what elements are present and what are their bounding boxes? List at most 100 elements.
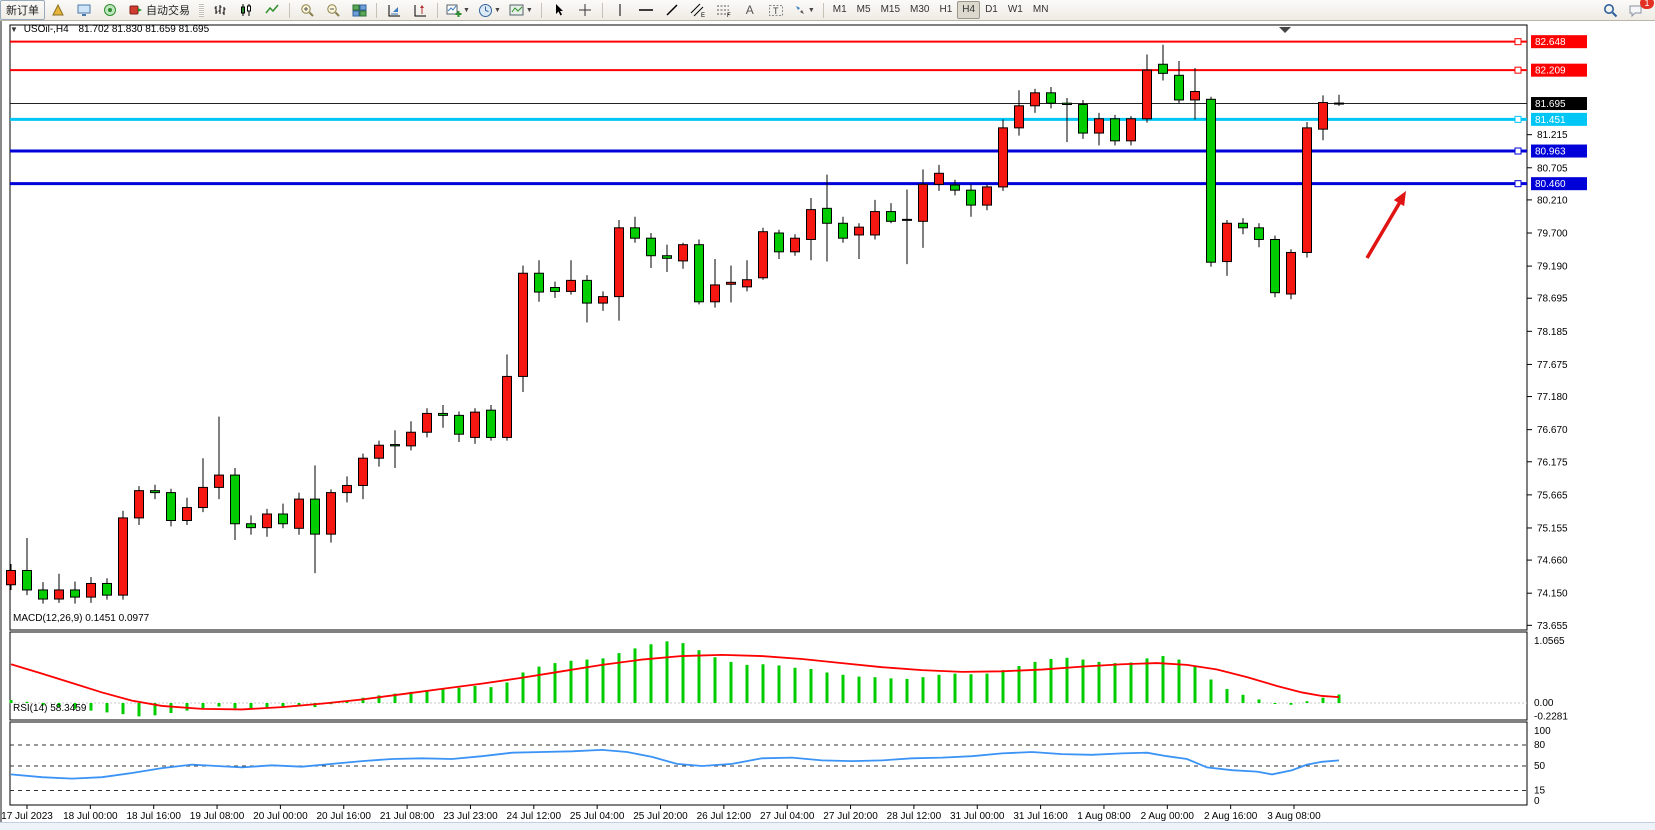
auto-scroll-icon[interactable] bbox=[381, 0, 407, 20]
time-label: 26 Jul 12:00 bbox=[697, 811, 752, 822]
macd-hist-bar bbox=[1321, 697, 1325, 703]
timeframe-button-M1[interactable]: M1 bbox=[832, 4, 847, 15]
price-tick-label: 75.665 bbox=[1537, 490, 1568, 501]
ohlc-values-label: 81.702 81.830 81.659 81.695 bbox=[78, 24, 210, 35]
level-handle-81.451[interactable] bbox=[1514, 115, 1522, 123]
timeframe-button-M15[interactable]: M15 bbox=[880, 4, 901, 15]
candle-body bbox=[678, 244, 688, 262]
candle-body bbox=[742, 279, 752, 288]
cursor-icon[interactable] bbox=[546, 0, 572, 20]
candlestick-chart-icon[interactable] bbox=[233, 0, 259, 20]
timeframe-button-H4[interactable]: H4 bbox=[957, 1, 981, 19]
fibonacci-tool-icon[interactable]: F bbox=[711, 0, 737, 20]
macd-hist-bar bbox=[537, 666, 541, 703]
candle-body bbox=[150, 490, 160, 494]
price-chart-canvas[interactable]: 81.215 80.705 80.210 79.700 79.190 78.695 78.1… bbox=[1, 21, 1655, 822]
level-handle-82.209[interactable] bbox=[1514, 66, 1522, 74]
candle-body bbox=[1238, 222, 1248, 229]
candle-body bbox=[1094, 118, 1104, 134]
notification-count-badge: 1 bbox=[1640, 0, 1654, 9]
trendline-tool-icon[interactable] bbox=[659, 0, 685, 20]
timeframe-button-W1[interactable]: W1 bbox=[1007, 4, 1023, 15]
macd-scale-label: 0.00 bbox=[1534, 698, 1554, 709]
notifications-chat-icon[interactable]: 1 bbox=[1623, 0, 1654, 20]
macd-hist-bar bbox=[985, 673, 989, 703]
time-label: 31 Jul 00:00 bbox=[950, 811, 1005, 822]
rsi-scale-label: 15 bbox=[1534, 786, 1546, 797]
price-level-label-bg bbox=[1531, 35, 1587, 49]
price-tick-label: 74.150 bbox=[1537, 589, 1568, 600]
candle-body bbox=[806, 209, 816, 240]
price-level-label: 80.460 bbox=[1535, 179, 1566, 190]
macd-hist-bar bbox=[857, 676, 861, 703]
macd-hist-bar bbox=[521, 672, 525, 703]
time-axis[interactable]: 17 Jul 2023 18 Jul 00:00 18 Jul 16:00 19 Ju… bbox=[1, 805, 1321, 822]
tile-windows-icon[interactable] bbox=[346, 0, 372, 20]
macd-hist-bar bbox=[25, 701, 29, 703]
macd-hist-bar bbox=[393, 693, 397, 703]
price-level-label-bg bbox=[1531, 177, 1587, 191]
zoom-in-icon[interactable] bbox=[294, 0, 320, 20]
crosshair-icon[interactable] bbox=[572, 0, 598, 20]
macd-hist-bar bbox=[1289, 703, 1293, 705]
symbol-dropdown-icon[interactable]: ▼ bbox=[10, 25, 18, 34]
chart-shift-marker-icon[interactable] bbox=[1279, 27, 1291, 33]
timeframe-button-M5[interactable]: M5 bbox=[856, 4, 871, 15]
price-level-label: 81.451 bbox=[1535, 115, 1566, 126]
candle-body bbox=[118, 517, 128, 596]
timeframe-button-D1[interactable]: D1 bbox=[985, 4, 998, 15]
new-chart-dropdown-icon[interactable]: ▼ bbox=[463, 6, 470, 14]
chart-shift-icon[interactable] bbox=[407, 0, 433, 20]
candle-body bbox=[1046, 92, 1056, 104]
macd-hist-bar bbox=[1097, 661, 1101, 703]
timeframe-button-MN[interactable]: MN bbox=[1032, 4, 1049, 15]
candle-body bbox=[1270, 238, 1280, 294]
arrows-dropdown-icon[interactable]: ▼ bbox=[807, 6, 815, 14]
bar-chart-icon[interactable] bbox=[207, 0, 233, 20]
auto-trading-button[interactable]: 自动交易 bbox=[123, 0, 196, 20]
macd-hist-bar bbox=[1273, 703, 1277, 704]
period-clock-icon[interactable]: ▼ bbox=[474, 0, 505, 20]
signals-icon[interactable] bbox=[97, 0, 123, 20]
equidistant-channel-tool-icon[interactable]: E bbox=[685, 0, 711, 20]
price-tick-label: 79.190 bbox=[1537, 262, 1568, 273]
macd-hist-bar bbox=[1337, 694, 1341, 703]
arrows-tool-icon[interactable]: ▼ bbox=[789, 0, 819, 20]
text-label-tool-icon[interactable]: T bbox=[763, 0, 789, 20]
template-icon[interactable]: ▼ bbox=[505, 0, 537, 20]
annotation-arrow[interactable] bbox=[1365, 191, 1406, 259]
level-handle-80.460[interactable] bbox=[1514, 180, 1522, 188]
zoom-out-icon[interactable] bbox=[320, 0, 346, 20]
vertical-line-tool-icon[interactable] bbox=[607, 0, 633, 20]
price-scale[interactable]: 81.215 80.705 80.210 79.700 79.190 78.695 78.1… bbox=[1527, 35, 1587, 632]
new-chart-icon[interactable]: ▼ bbox=[442, 0, 474, 20]
text-tool-icon[interactable]: A bbox=[745, 3, 754, 17]
market-watch-icon[interactable] bbox=[45, 0, 71, 20]
terminal-icon[interactable] bbox=[71, 0, 97, 20]
horizontal-line-tool-icon[interactable] bbox=[633, 0, 659, 20]
macd-hist-bar bbox=[809, 668, 813, 703]
timeframe-button-M30[interactable]: M30 bbox=[910, 4, 930, 15]
search-icon[interactable] bbox=[1597, 0, 1623, 20]
level-handle-80.963[interactable] bbox=[1514, 147, 1522, 155]
macd-hist-bar bbox=[697, 650, 701, 703]
rsi-scale-label: 50 bbox=[1534, 761, 1546, 772]
chart-window: 81.215 80.705 80.210 79.700 79.190 78.695 78.1… bbox=[0, 21, 1655, 822]
macd-hist-bar bbox=[441, 688, 445, 703]
candle-body bbox=[38, 589, 48, 600]
auto-trading-label: 自动交易 bbox=[146, 5, 190, 17]
period-dropdown-icon[interactable]: ▼ bbox=[493, 6, 501, 14]
time-label: 1 Aug 08:00 bbox=[1077, 811, 1131, 822]
candle-body bbox=[278, 513, 288, 525]
timeframe-button-H1[interactable]: H1 bbox=[939, 4, 953, 15]
macd-hist-bar bbox=[185, 703, 189, 711]
rsi-indicator-label: RSI(14) 58.3459 bbox=[13, 703, 87, 714]
template-dropdown-icon[interactable]: ▼ bbox=[525, 6, 533, 14]
level-handle-82.648[interactable] bbox=[1514, 38, 1522, 46]
candle-body bbox=[774, 232, 784, 253]
line-chart-icon[interactable] bbox=[259, 0, 285, 20]
macd-hist-bar bbox=[217, 703, 221, 707]
price-tick-label: 73.655 bbox=[1537, 621, 1568, 632]
macd-hist-bar bbox=[137, 703, 141, 717]
new-order-button[interactable]: 新订单 bbox=[0, 0, 45, 20]
